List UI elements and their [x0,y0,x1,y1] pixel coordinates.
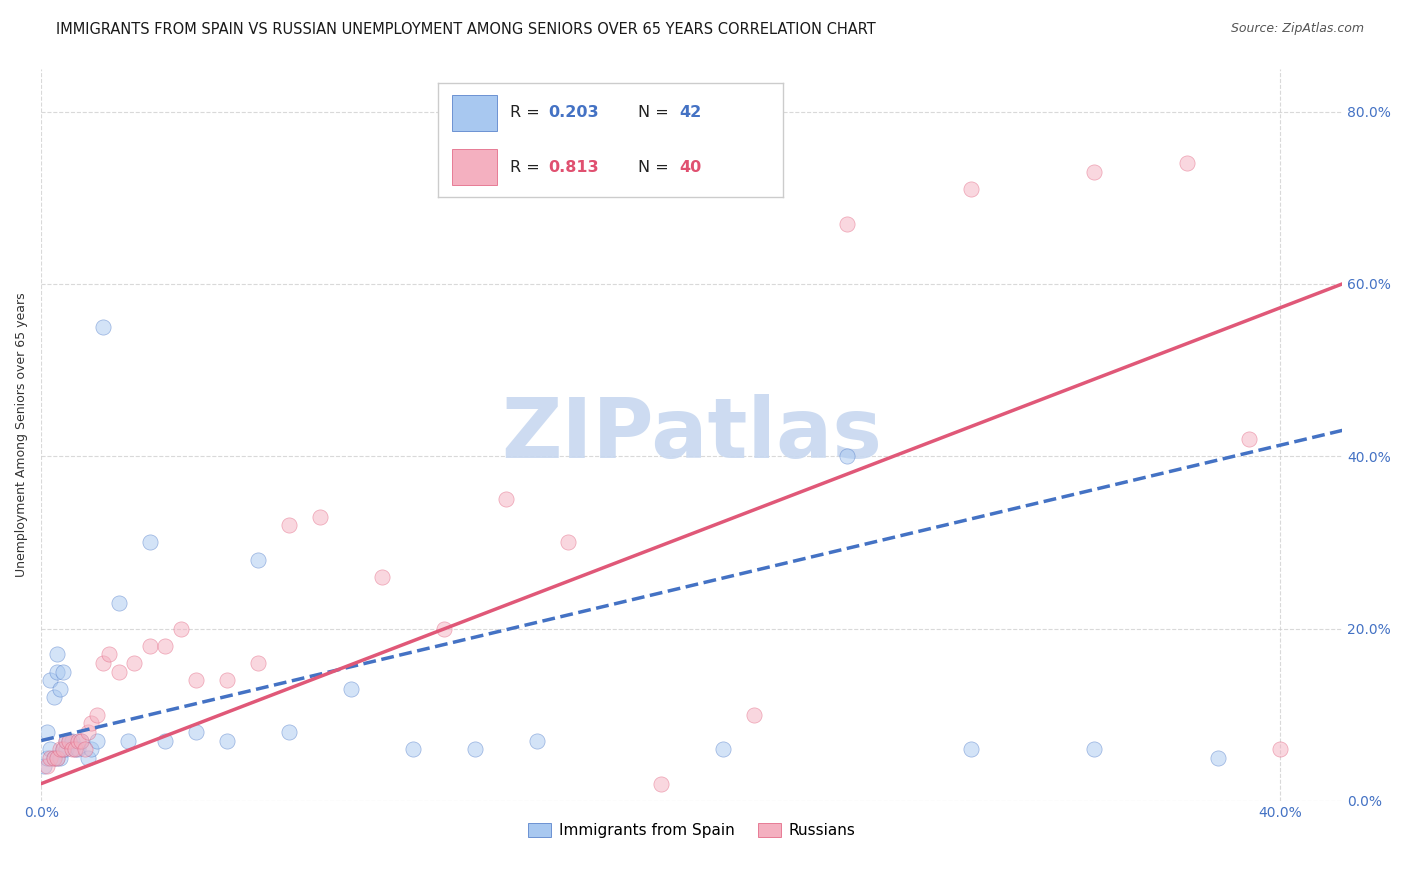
Point [42,751,65,765]
Point [835,217,858,231]
Point [70,733,93,747]
Point [153,639,176,653]
Point [138,639,160,653]
Text: Source: ZipAtlas.com: Source: ZipAtlas.com [1230,22,1364,36]
Point [835,449,858,463]
Point [495,492,517,507]
Point [45,665,67,679]
Point [557,535,579,549]
Point [70,733,93,747]
Point [49,742,72,756]
Point [107,665,129,679]
Point [1208,751,1230,765]
Point [67,733,90,747]
Point [1083,165,1105,179]
Point [309,509,332,524]
Point [169,622,191,636]
Point [138,535,160,549]
Point [526,733,548,747]
Point [153,733,176,747]
Point [371,570,394,584]
Point [86,733,108,747]
Point [184,673,207,688]
Point [742,707,765,722]
Text: ZIPatlas: ZIPatlas [501,394,882,475]
Text: IMMIGRANTS FROM SPAIN VS RUSSIAN UNEMPLOYMENT AMONG SENIORS OVER 65 YEARS CORREL: IMMIGRANTS FROM SPAIN VS RUSSIAN UNEMPLO… [56,22,876,37]
Point [58,733,80,747]
Point [247,656,270,670]
Point [39,742,62,756]
Point [73,742,96,756]
Point [1177,156,1199,170]
Point [959,742,981,756]
Point [37,759,59,773]
Point [34,759,56,773]
Point [45,751,67,765]
Point [65,742,87,756]
Point [247,552,270,566]
Point [1239,432,1261,446]
Point [122,656,145,670]
Point [107,596,129,610]
Point [340,681,363,696]
Point [711,742,734,756]
Point [91,320,114,334]
Point [80,716,103,731]
Point [278,518,301,533]
Point [402,742,425,756]
Point [215,673,238,688]
Point [49,681,72,696]
Point [39,673,62,688]
Point [65,742,87,756]
Point [1083,742,1105,756]
Point [55,733,77,747]
Point [76,725,98,739]
Point [42,751,65,765]
Point [1270,742,1292,756]
Point [60,742,83,756]
Point [215,733,238,747]
Point [80,742,103,756]
Point [37,751,59,765]
Point [91,656,114,670]
Point [52,665,75,679]
Point [58,733,80,747]
Point [67,742,90,756]
Point [49,751,72,765]
Point [45,648,67,662]
Point [42,690,65,705]
Point [433,622,456,636]
Point [278,725,301,739]
Point [959,182,981,196]
Point [55,733,77,747]
Point [45,751,67,765]
Point [55,742,77,756]
Legend: Immigrants from Spain, Russians: Immigrants from Spain, Russians [522,817,860,845]
Point [464,742,486,756]
Point [117,733,139,747]
Point [184,725,207,739]
Point [650,777,672,791]
Point [86,707,108,722]
Point [52,742,75,756]
Y-axis label: Unemployment Among Seniors over 65 years: Unemployment Among Seniors over 65 years [15,293,28,577]
Point [39,751,62,765]
Point [98,648,121,662]
Point [37,725,59,739]
Point [60,733,83,747]
Point [76,751,98,765]
Point [52,742,75,756]
